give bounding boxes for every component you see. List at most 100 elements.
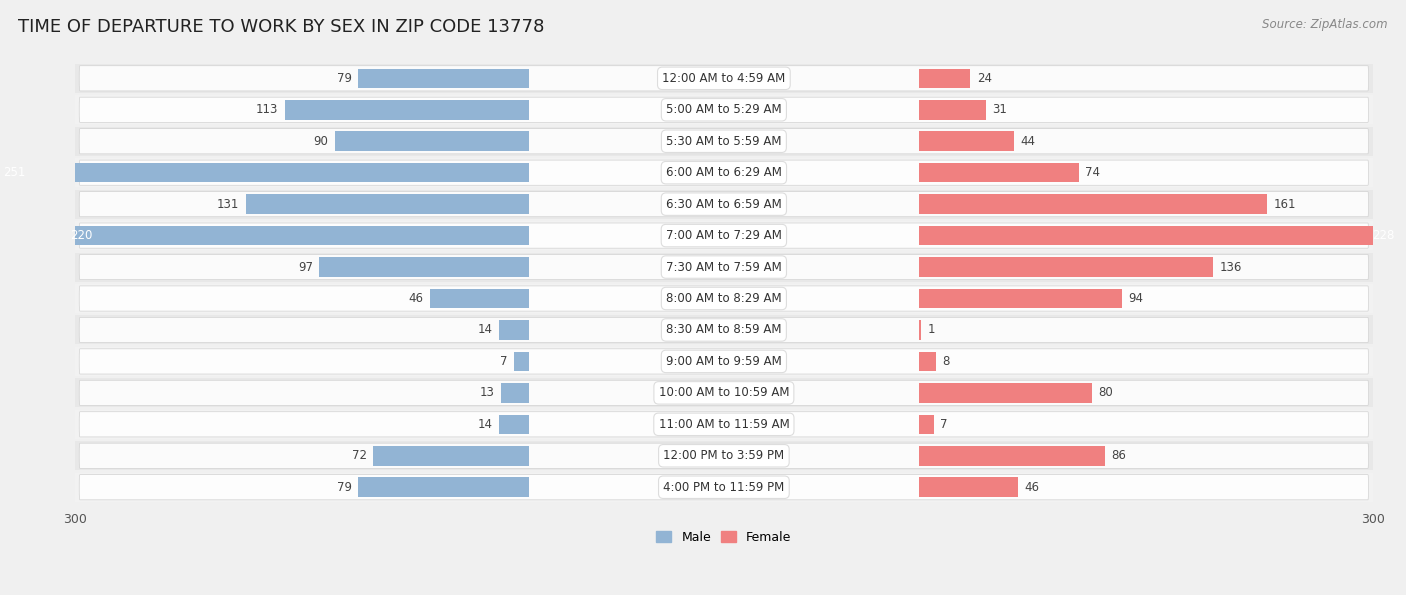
Bar <box>246 195 529 214</box>
Bar <box>75 378 1372 408</box>
Bar <box>499 415 529 434</box>
Bar <box>75 127 1372 156</box>
Bar <box>918 320 921 340</box>
Text: 12:00 AM to 4:59 AM: 12:00 AM to 4:59 AM <box>662 72 786 85</box>
Text: 6:30 AM to 6:59 AM: 6:30 AM to 6:59 AM <box>666 198 782 211</box>
Bar <box>75 64 1372 93</box>
Text: 14: 14 <box>478 324 492 336</box>
Text: 46: 46 <box>408 292 423 305</box>
Text: 24: 24 <box>977 72 993 85</box>
FancyBboxPatch shape <box>79 223 1368 248</box>
Text: 72: 72 <box>352 449 367 462</box>
Bar <box>918 289 1122 308</box>
FancyBboxPatch shape <box>79 349 1368 374</box>
Text: 7: 7 <box>501 355 508 368</box>
FancyBboxPatch shape <box>79 65 1368 91</box>
Text: 7:00 AM to 7:29 AM: 7:00 AM to 7:29 AM <box>666 229 782 242</box>
Bar <box>75 347 1372 376</box>
Text: 97: 97 <box>298 261 314 274</box>
Text: TIME OF DEPARTURE TO WORK BY SEX IN ZIP CODE 13778: TIME OF DEPARTURE TO WORK BY SEX IN ZIP … <box>18 18 544 36</box>
Bar <box>918 477 1018 497</box>
Bar <box>501 383 529 403</box>
Bar <box>0 163 529 183</box>
Text: 86: 86 <box>1111 449 1126 462</box>
Bar <box>53 226 529 245</box>
Text: 228: 228 <box>1372 229 1395 242</box>
Bar <box>918 131 1014 151</box>
FancyBboxPatch shape <box>79 443 1368 468</box>
Text: 7: 7 <box>941 418 948 431</box>
Text: Source: ZipAtlas.com: Source: ZipAtlas.com <box>1263 18 1388 31</box>
Bar <box>75 221 1372 250</box>
Text: 13: 13 <box>479 386 495 399</box>
Bar <box>515 352 529 371</box>
Text: 113: 113 <box>256 104 278 116</box>
Bar <box>75 190 1372 218</box>
Bar <box>75 95 1372 124</box>
Text: 79: 79 <box>337 72 352 85</box>
Bar <box>75 473 1372 502</box>
FancyBboxPatch shape <box>79 380 1368 405</box>
Text: 79: 79 <box>337 481 352 494</box>
Bar <box>918 226 1406 245</box>
Bar <box>918 163 1078 183</box>
Text: 1: 1 <box>927 324 935 336</box>
FancyBboxPatch shape <box>79 475 1368 500</box>
Text: 8:00 AM to 8:29 AM: 8:00 AM to 8:29 AM <box>666 292 782 305</box>
Bar <box>918 195 1267 214</box>
FancyBboxPatch shape <box>79 129 1368 154</box>
Bar <box>918 415 934 434</box>
Text: 6:00 AM to 6:29 AM: 6:00 AM to 6:29 AM <box>666 166 782 179</box>
Text: 10:00 AM to 10:59 AM: 10:00 AM to 10:59 AM <box>658 386 789 399</box>
Text: 4:00 PM to 11:59 PM: 4:00 PM to 11:59 PM <box>664 481 785 494</box>
Text: 12:00 PM to 3:59 PM: 12:00 PM to 3:59 PM <box>664 449 785 462</box>
Bar <box>75 284 1372 313</box>
Text: 5:00 AM to 5:29 AM: 5:00 AM to 5:29 AM <box>666 104 782 116</box>
Text: 8: 8 <box>942 355 949 368</box>
Bar <box>319 257 529 277</box>
Text: 220: 220 <box>70 229 93 242</box>
Bar <box>359 477 529 497</box>
FancyBboxPatch shape <box>79 286 1368 311</box>
Text: 31: 31 <box>993 104 1007 116</box>
FancyBboxPatch shape <box>79 317 1368 343</box>
Bar <box>499 320 529 340</box>
Text: 9:00 AM to 9:59 AM: 9:00 AM to 9:59 AM <box>666 355 782 368</box>
Text: 8:30 AM to 8:59 AM: 8:30 AM to 8:59 AM <box>666 324 782 336</box>
Text: 161: 161 <box>1274 198 1296 211</box>
Text: 90: 90 <box>314 134 328 148</box>
Text: 14: 14 <box>478 418 492 431</box>
Text: 11:00 AM to 11:59 AM: 11:00 AM to 11:59 AM <box>658 418 789 431</box>
Bar <box>359 68 529 88</box>
Bar <box>75 158 1372 187</box>
Bar <box>918 446 1105 465</box>
FancyBboxPatch shape <box>79 412 1368 437</box>
Text: 251: 251 <box>4 166 25 179</box>
Bar <box>918 383 1091 403</box>
Text: 94: 94 <box>1129 292 1143 305</box>
Bar <box>75 441 1372 470</box>
Bar <box>918 257 1213 277</box>
Bar <box>918 100 986 120</box>
Bar <box>285 100 529 120</box>
Bar <box>75 315 1372 345</box>
Bar <box>75 410 1372 439</box>
Text: 80: 80 <box>1098 386 1114 399</box>
Bar <box>75 253 1372 281</box>
Bar <box>918 68 970 88</box>
Bar <box>374 446 529 465</box>
FancyBboxPatch shape <box>79 192 1368 217</box>
Text: 5:30 AM to 5:59 AM: 5:30 AM to 5:59 AM <box>666 134 782 148</box>
Bar <box>918 352 936 371</box>
Text: 46: 46 <box>1025 481 1039 494</box>
Text: 7:30 AM to 7:59 AM: 7:30 AM to 7:59 AM <box>666 261 782 274</box>
FancyBboxPatch shape <box>79 255 1368 280</box>
Text: 131: 131 <box>217 198 239 211</box>
Legend: Male, Female: Male, Female <box>651 525 796 549</box>
Text: 74: 74 <box>1085 166 1099 179</box>
Text: 136: 136 <box>1219 261 1241 274</box>
Bar <box>335 131 529 151</box>
FancyBboxPatch shape <box>79 97 1368 123</box>
Bar <box>430 289 529 308</box>
Text: 44: 44 <box>1021 134 1035 148</box>
